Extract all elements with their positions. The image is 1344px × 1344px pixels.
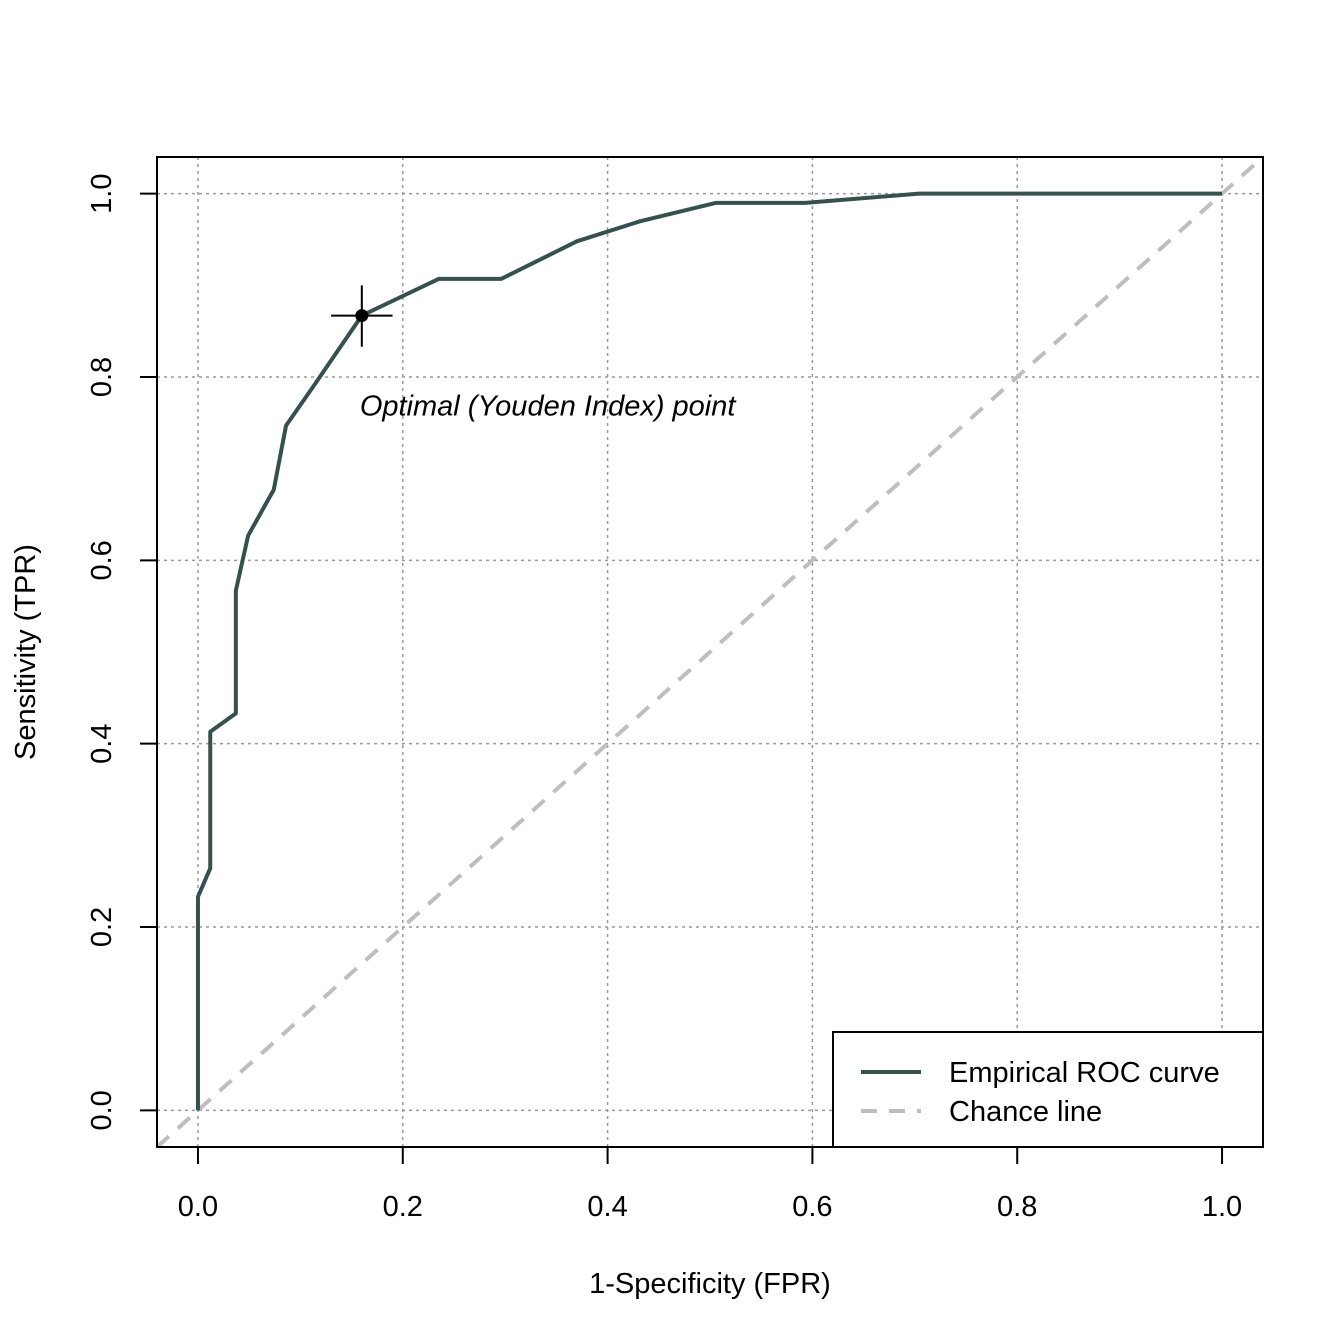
legend-label: Chance line	[949, 1096, 1102, 1128]
annotation-label: Optimal (Youden Index) point	[360, 391, 738, 423]
x-axis-ticks: 0.0 0.2 0.4 0.6 0.8 1.0	[178, 1147, 1242, 1223]
x-axis-title: 1-Specificity (FPR)	[589, 1268, 831, 1300]
x-tick-label: 0.2	[383, 1191, 423, 1223]
chance-line-series	[155, 155, 1265, 1149]
legend-label: Empirical ROC curve	[949, 1057, 1220, 1089]
legend-box	[832, 1031, 1264, 1148]
optimal-point-marker	[355, 309, 369, 323]
roc-curve-series	[195, 191, 1223, 1111]
x-tick-label: 0.4	[587, 1191, 627, 1223]
optimal-point-group	[331, 285, 393, 347]
plot-frame	[156, 156, 1264, 1148]
chance-line	[155, 155, 1265, 1149]
y-axis-title: Sensitivity (TPR)	[10, 544, 42, 760]
annotation-group: Optimal (Youden Index) point	[360, 391, 738, 423]
roc-curve-line	[195, 191, 1223, 1111]
y-tick-label: 0.0	[86, 1090, 118, 1130]
grid-lines	[157, 157, 1263, 1147]
y-tick-label: 1.0	[86, 174, 118, 214]
x-tick-label: 0.8	[997, 1191, 1037, 1223]
y-tick-label: 0.8	[86, 357, 118, 397]
x-tick-label: 0.6	[792, 1191, 832, 1223]
y-axis-ticks: 0.0 0.2 0.4 0.6 0.8 1.0	[86, 174, 157, 1130]
y-tick-label: 0.4	[86, 724, 118, 764]
legend: Empirical ROC curve Chance line	[832, 1031, 1264, 1148]
y-tick-label: 0.6	[86, 540, 118, 580]
y-tick-label: 0.2	[86, 907, 118, 947]
x-tick-label: 0.0	[178, 1191, 218, 1223]
x-tick-label: 1.0	[1202, 1191, 1242, 1223]
